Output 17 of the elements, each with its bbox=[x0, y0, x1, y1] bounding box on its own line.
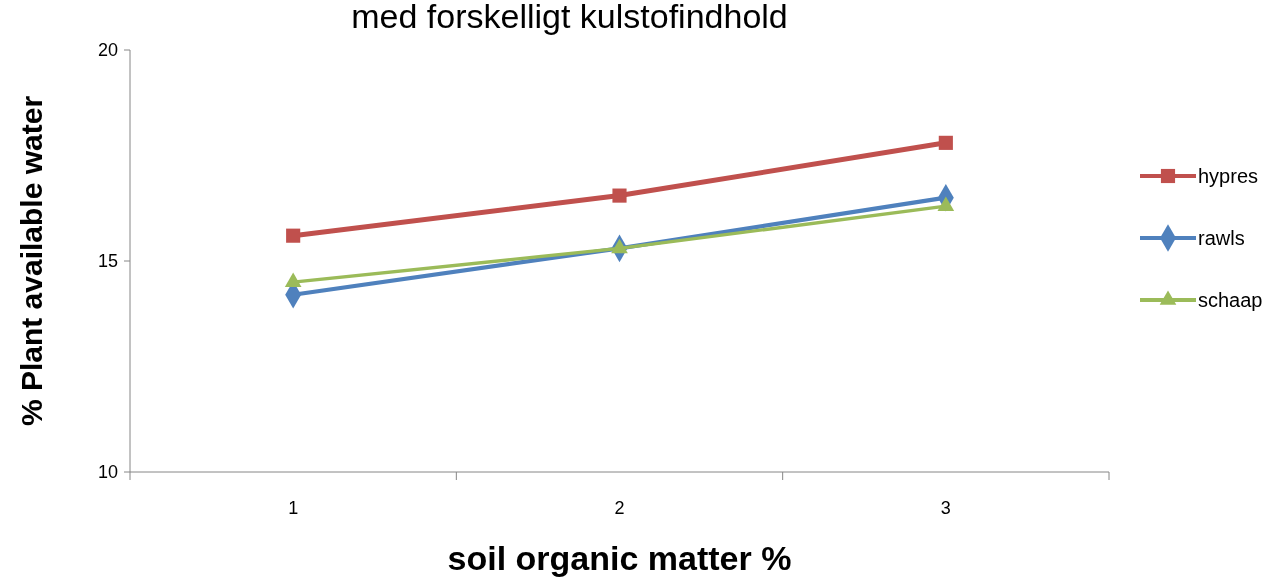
chart-title: med forskelligt kulstofindhold bbox=[351, 0, 788, 35]
y-tick-label: 10 bbox=[97, 462, 118, 483]
y-axis-title: % Plant available water bbox=[15, 95, 48, 427]
x-tick-label: 3 bbox=[940, 498, 951, 518]
point bbox=[611, 238, 628, 254]
point bbox=[286, 228, 301, 243]
x-axis-title: soil organic matter % bbox=[447, 539, 792, 577]
point bbox=[938, 135, 953, 150]
point bbox=[612, 188, 627, 203]
legend-label: rawls bbox=[1198, 227, 1245, 249]
x-tick-label: 1 bbox=[288, 498, 299, 518]
y-tick-label: 20 bbox=[97, 40, 118, 61]
legend-label: hypres bbox=[1198, 165, 1259, 187]
y-tick-label: 15 bbox=[97, 251, 118, 272]
legend-label: schaap bbox=[1198, 289, 1263, 311]
x-tick-label: 2 bbox=[614, 498, 625, 518]
point bbox=[284, 272, 302, 287]
